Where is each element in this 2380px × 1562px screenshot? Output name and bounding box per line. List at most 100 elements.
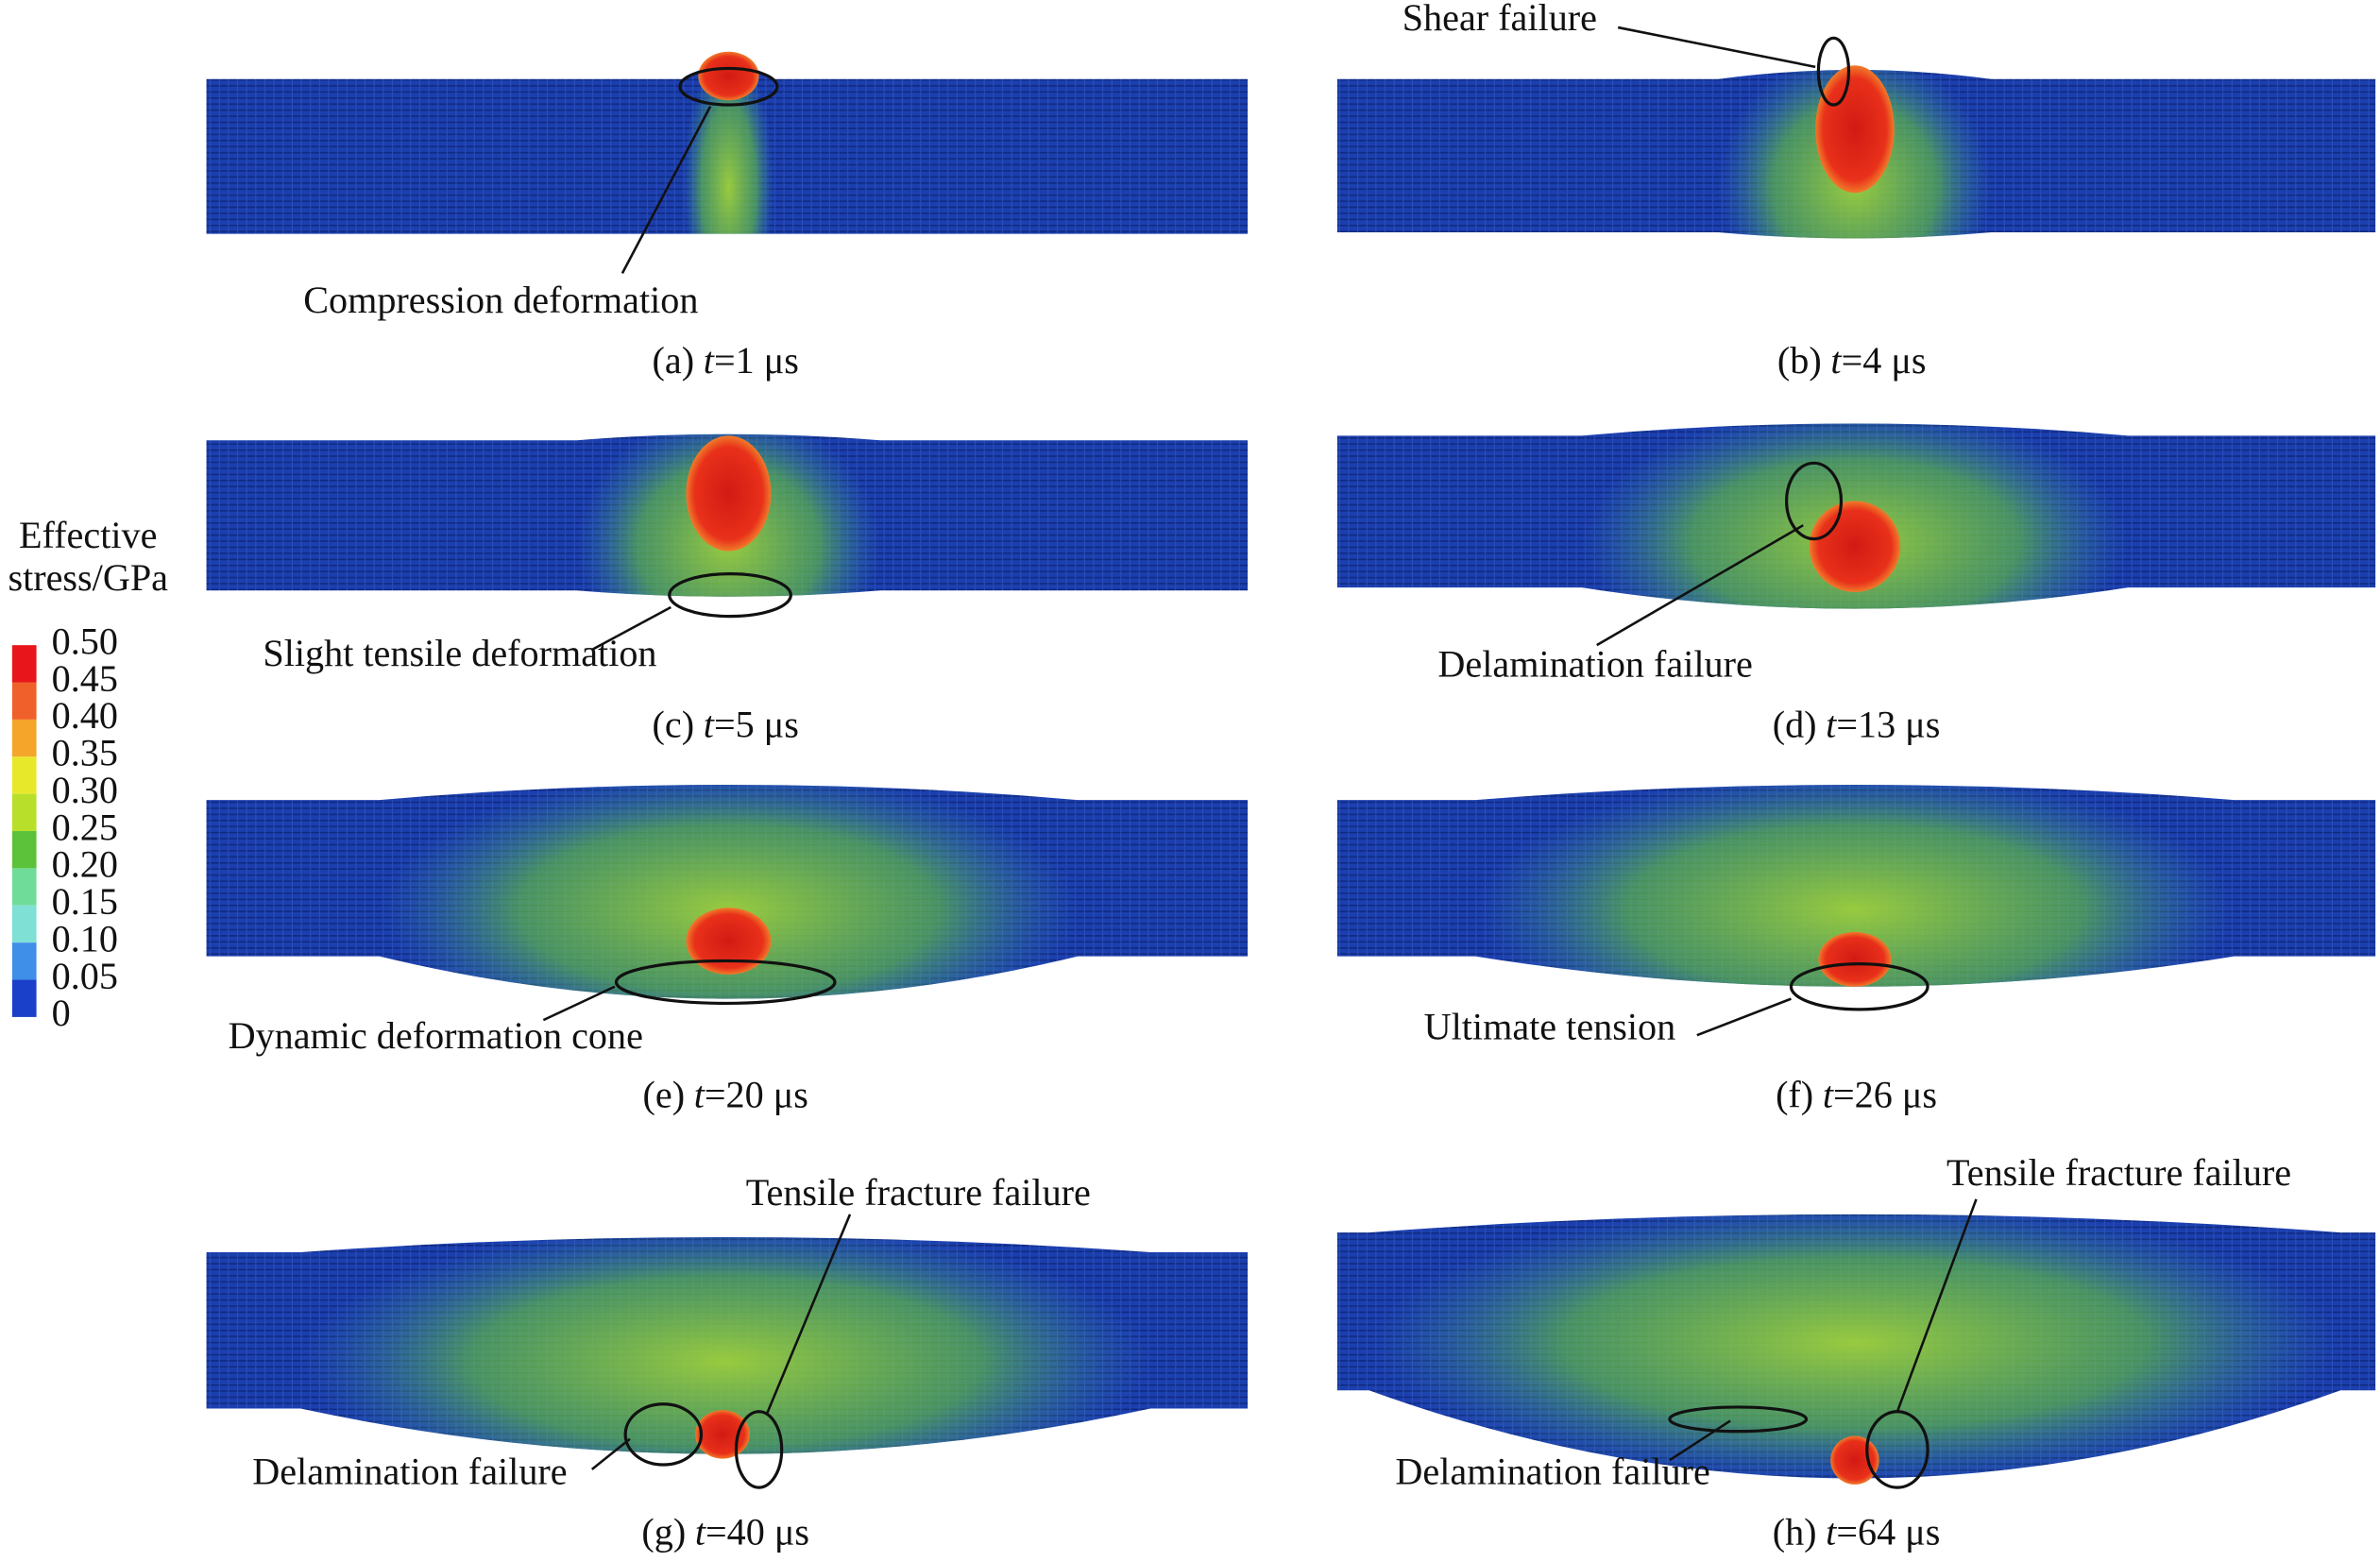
highlight-ellipse (668, 572, 792, 619)
caption-var: t (695, 1511, 706, 1554)
caption-var: t (704, 339, 715, 382)
legend-label: 0.25 (52, 806, 118, 848)
caption: (b) t=4 μs (1777, 339, 1927, 382)
highlight-ellipse (734, 1410, 784, 1489)
legend-swatch (11, 682, 37, 720)
stress-zone (1368, 1214, 2341, 1479)
annotation: Dynamic deformation cone (229, 1014, 643, 1057)
caption: (c) t=5 μs (653, 704, 799, 746)
caption-label: (d) (1773, 704, 1817, 746)
caption-label: (f) (1776, 1074, 1813, 1116)
highlight-ellipse (1785, 461, 1844, 541)
legend-label: 0.20 (52, 843, 118, 886)
leader-line (591, 605, 672, 652)
annotation: Tensile fracture failure (746, 1171, 1091, 1214)
legend-swatch (11, 905, 37, 943)
caption-var: t (1826, 1511, 1837, 1554)
caption-value: =1 μs (714, 339, 799, 382)
caption-value: =26 μs (1833, 1074, 1937, 1116)
highlight-ellipse (1816, 36, 1851, 107)
leader-line (590, 1437, 631, 1470)
caption: (f) t=26 μs (1776, 1074, 1937, 1116)
leader-line (1669, 1419, 1731, 1462)
stress-core (1818, 931, 1892, 987)
legend-swatch (11, 831, 37, 869)
legend-swatch (11, 979, 37, 1017)
annotation: Ultimate tension (1424, 1006, 1676, 1048)
caption: (e) t=20 μs (643, 1074, 808, 1116)
caption-var: t (1826, 704, 1837, 746)
stress-core (695, 1410, 750, 1459)
stress-zone (683, 63, 774, 234)
annotation: Delamination failure (252, 1450, 567, 1492)
caption-value: =20 μs (705, 1074, 808, 1116)
stress-core (1815, 65, 1895, 194)
legend-title: Effective (19, 514, 157, 556)
leader-line (1596, 524, 1804, 647)
stress-core (686, 908, 772, 975)
legend-label: 0.05 (52, 955, 118, 997)
stress-zone (300, 1236, 1151, 1454)
leader-line (1696, 997, 1792, 1037)
caption: (g) t=40 μs (641, 1511, 809, 1554)
legend-label: 0.45 (52, 657, 118, 700)
highlight-ellipse (1789, 962, 1930, 1011)
legend-label: 0.30 (52, 769, 118, 811)
legend-label: 0.40 (52, 694, 118, 737)
caption: (h) t=64 μs (1773, 1511, 1941, 1554)
annotation: Shear failure (1402, 0, 1597, 39)
caption-label: (h) (1773, 1511, 1817, 1554)
caption-var: t (1823, 1074, 1834, 1116)
leader-line (542, 985, 616, 1022)
legend-title: stress/GPa (8, 556, 168, 599)
legend-swatch (11, 645, 37, 683)
annotation: Delamination failure (1437, 642, 1752, 685)
stress-core (1830, 1435, 1879, 1485)
stress-core (686, 435, 772, 552)
annotation: Tensile fracture failure (1946, 1151, 2291, 1194)
leader-line (1896, 1198, 1978, 1413)
highlight-ellipse (1668, 1405, 1809, 1434)
legend-label: 0 (52, 992, 71, 1034)
legend-label: 0.50 (52, 620, 118, 662)
legend-swatch (11, 868, 37, 906)
highlight-ellipse (614, 959, 837, 1006)
legend-label: 0.15 (52, 880, 118, 923)
panel: Ultimate tension (f) t=26 μs (1336, 785, 2376, 1116)
leader-line (765, 1214, 852, 1416)
caption: (a) t=1 μs (653, 339, 799, 382)
caption-label: (b) (1777, 339, 1822, 382)
legend-swatch (11, 942, 37, 980)
panel: Shear failure (b) t=4 μs (1336, 0, 2376, 382)
panel: Delamination failure (d) t=13 μs (1336, 423, 2376, 746)
legend-swatch (11, 719, 37, 757)
annotation: Compression deformation (303, 279, 698, 321)
panel: Dynamic deformation cone(e) t=20 μs (206, 785, 1249, 1116)
caption-value: =4 μs (1842, 339, 1927, 382)
leader-line (620, 106, 712, 275)
panel: Compression deformation (a) t=1 μs (206, 51, 1249, 382)
caption-label: (g) (641, 1511, 686, 1554)
caption-value: =5 μs (714, 704, 799, 746)
legend-swatch (11, 756, 37, 794)
panel: Slight tensile deformation (c) t=5 μs (206, 433, 1249, 746)
caption-var: t (1830, 339, 1842, 382)
caption-label: (a) (653, 339, 695, 382)
stress-core (698, 51, 759, 101)
annotation: Slight tensile deformation (263, 632, 656, 674)
caption-value: =40 μs (706, 1511, 809, 1554)
highlight-ellipse (678, 66, 779, 107)
caption-label: (c) (653, 704, 695, 746)
caption-value: =64 μs (1836, 1511, 1940, 1554)
leader-line (1617, 25, 1816, 69)
panel: Tensile fracture failure Delamination fai… (1336, 1151, 2376, 1554)
legend-swatch (11, 793, 37, 832)
stress-core (1809, 501, 1901, 592)
caption-label: (e) (643, 1074, 686, 1116)
caption: (d) t=13 μs (1773, 704, 1941, 746)
legend-label: 0.35 (52, 732, 118, 774)
caption-var: t (704, 704, 715, 746)
caption-var: t (694, 1074, 706, 1116)
caption-value: =13 μs (1836, 704, 1940, 746)
